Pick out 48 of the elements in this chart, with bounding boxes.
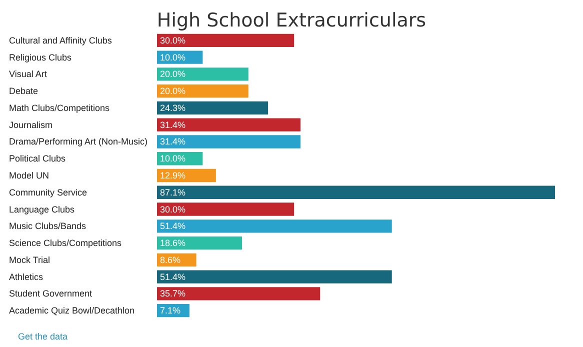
bar (157, 186, 555, 199)
bar (157, 270, 392, 284)
bar (157, 220, 392, 233)
bar (157, 68, 248, 81)
data-label: 18.6% (160, 238, 186, 248)
y-tick-label: Language Clubs (9, 204, 76, 214)
y-tick-label: Student Government (9, 288, 93, 299)
y-tick-label: Model UN (9, 170, 50, 180)
y-tick-label: Journalism (9, 120, 53, 130)
data-label: 20.0% (160, 86, 186, 96)
y-tick-label: Visual Art (9, 69, 48, 80)
data-label: 30.0% (160, 204, 186, 214)
data-label: 24.3% (160, 102, 186, 113)
bar (157, 118, 300, 132)
bar (157, 135, 300, 148)
data-label: 12.9% (160, 170, 186, 180)
y-tick-label: Political Clubs (9, 154, 66, 164)
chart-title: High School Extracurriculars (156, 10, 426, 32)
bar (157, 236, 242, 250)
y-tick-label: Cultural and Affinity Clubs (9, 35, 112, 46)
data-label: 31.4% (160, 136, 186, 147)
bar (157, 287, 320, 300)
y-tick-label: Math Clubs/Competitions (9, 102, 110, 113)
bar (157, 84, 248, 98)
y-tick-label: Community Service (9, 187, 88, 198)
y-tick-label: Drama/Performing Art (Non-Music) (9, 136, 148, 147)
data-label: 51.4% (160, 221, 186, 232)
bar (157, 34, 294, 48)
data-label: 87.1% (160, 187, 186, 198)
bar (157, 202, 294, 216)
y-tick-label: Music Clubs/Bands (9, 221, 87, 232)
bar (157, 101, 268, 115)
data-label: 7.1% (160, 306, 181, 316)
data-label: 20.0% (160, 69, 186, 80)
data-label: 10.0% (160, 52, 186, 62)
y-tick-label: Academic Quiz Bowl/Decathlon (9, 306, 135, 316)
y-tick-label: Religious Clubs (9, 52, 72, 62)
y-tick-label: Mock Trial (9, 254, 50, 265)
data-label: 30.0% (160, 35, 186, 46)
y-tick-label: Debate (9, 86, 38, 96)
data-label: 31.4% (160, 120, 186, 130)
data-label: 8.6% (160, 254, 181, 265)
data-label: 51.4% (160, 272, 186, 282)
y-tick-label: Science Clubs/Competitions (9, 238, 122, 248)
data-label: 35.7% (160, 288, 186, 299)
text: Get the data (18, 332, 68, 342)
y-tick-label: Athletics (9, 272, 44, 282)
data-label: 10.0% (160, 154, 186, 164)
